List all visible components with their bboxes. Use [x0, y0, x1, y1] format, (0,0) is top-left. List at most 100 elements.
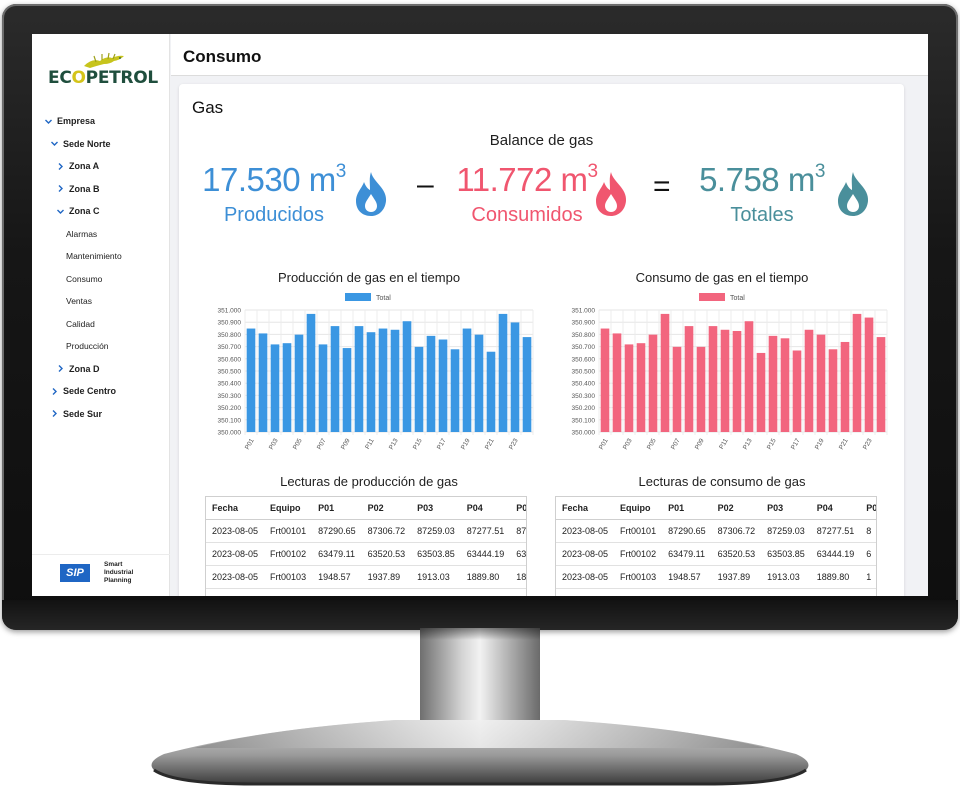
sidebar-item-zona-a[interactable]: Zona A	[56, 159, 99, 173]
sidebar-item-label: Producción	[66, 341, 109, 351]
sidebar-item-zona-b[interactable]: Zona B	[56, 182, 100, 196]
table-cell: 8	[860, 519, 876, 543]
sidebar-item-consumo[interactable]: Consumo	[66, 272, 102, 286]
table-cell: 2023-08-05	[206, 565, 265, 589]
logo-text: ECOPETROL	[48, 68, 158, 88]
column-header[interactable]: P01	[312, 497, 362, 520]
y-tick-label: 350.800	[218, 332, 242, 339]
column-header[interactable]: Equipo	[264, 497, 313, 520]
y-tick-label: 350.100	[572, 417, 596, 424]
kpi-total-label: Totales	[730, 204, 794, 226]
table-cell: 63520.53	[361, 542, 412, 566]
x-tick-label: P19	[814, 437, 826, 451]
bar	[294, 334, 304, 432]
column-header[interactable]: P02	[361, 497, 412, 520]
x-tick-label: P19	[460, 437, 472, 451]
table-cell	[810, 588, 861, 596]
table-cell: 2023-08-05	[206, 542, 265, 566]
ecopetrol-logo: ECOPETROL	[48, 52, 158, 88]
bar	[780, 338, 790, 432]
table-cell	[312, 588, 362, 596]
bar	[270, 344, 280, 432]
bar	[378, 328, 388, 432]
bar	[462, 328, 472, 432]
table-cell: Frt00101	[614, 519, 663, 543]
y-tick-label: 350.500	[572, 369, 596, 376]
bar	[330, 326, 340, 432]
table-cell	[510, 588, 526, 596]
sidebar-item-sede-centro[interactable]: Sede Centro	[50, 384, 116, 398]
bar	[600, 328, 610, 432]
table-row	[556, 588, 876, 596]
kpi-produced-label: Producidos	[223, 204, 325, 226]
bar	[840, 341, 850, 432]
table-cell: 18	[510, 565, 526, 589]
table-row: 2023-08-05 Frt00103 1948.57 1937.89 1913.03 1…	[556, 565, 876, 589]
sidebar-item-ventas[interactable]: Ventas	[66, 294, 92, 308]
table-cell	[860, 588, 876, 596]
table-cell: 87290.65	[312, 519, 362, 543]
column-header[interactable]: P03	[761, 497, 811, 520]
sidebar-item-alarmas[interactable]: Alarmas	[66, 227, 97, 241]
bar	[816, 334, 826, 432]
column-header[interactable]: P01	[662, 497, 712, 520]
table-cell: 1948.57	[312, 565, 362, 589]
table-cell	[662, 588, 712, 596]
y-tick-label: 350.400	[572, 381, 596, 388]
bar	[390, 329, 400, 432]
y-tick-label: 350.300	[218, 393, 242, 400]
table-cell	[206, 588, 265, 596]
bar	[414, 346, 424, 432]
column-header[interactable]: P0	[860, 497, 876, 520]
sidebar-item-sede-sur[interactable]: Sede Sur	[50, 407, 102, 421]
x-tick-label: P07	[316, 437, 328, 451]
table-cell: Frt00101	[264, 519, 313, 543]
y-tick-label: 350.000	[572, 430, 596, 437]
sidebar-item-producci-n[interactable]: Producción	[66, 339, 109, 353]
sidebar-item-zona-c[interactable]: Zona C	[56, 204, 100, 218]
chevron-right-icon	[56, 364, 65, 373]
bar	[510, 322, 520, 432]
table-cell: 1913.03	[411, 565, 461, 589]
sidebar-item-mantenimiento[interactable]: Mantenimiento	[66, 249, 122, 263]
column-header[interactable]: P0	[510, 497, 526, 520]
flame-icon-produced	[356, 172, 387, 216]
kpi-consumed-value: 11.772 m3	[456, 161, 598, 198]
column-header[interactable]: Equipo	[614, 497, 663, 520]
column-header[interactable]: Fecha	[556, 497, 615, 520]
column-header[interactable]: P04	[810, 497, 861, 520]
table-cell: 87306.72	[361, 519, 412, 543]
x-tick-label: P01	[598, 437, 610, 451]
sidebar-item-zona-d[interactable]: Zona D	[56, 362, 100, 376]
table-cell: Frt00102	[614, 542, 663, 566]
sidebar-item-sede-norte[interactable]: Sede Norte	[50, 137, 111, 151]
x-tick-label: P09	[340, 437, 352, 451]
equals-sign: =	[653, 170, 671, 203]
bar	[708, 326, 718, 432]
table-cell	[460, 588, 511, 596]
table-row: 2023-08-05 Frt00103 1948.57 1937.89 1913.03 1…	[206, 565, 526, 589]
y-tick-label: 350.600	[218, 356, 242, 363]
column-header[interactable]: Fecha	[206, 497, 265, 520]
table-cell: 6	[860, 542, 876, 566]
bar	[624, 344, 634, 432]
bar	[696, 346, 706, 432]
table-cell: 1937.89	[711, 565, 762, 589]
y-tick-label: 350.000	[218, 430, 242, 437]
sip-logo: SIP	[60, 564, 90, 582]
bar	[648, 334, 658, 432]
sidebar-item-empresa[interactable]: Empresa	[44, 114, 95, 128]
bar	[306, 313, 316, 432]
table-cell: Frt00103	[614, 565, 663, 589]
column-header[interactable]: P02	[711, 497, 762, 520]
table-cell: 1889.80	[460, 565, 511, 589]
bar	[246, 328, 256, 432]
sidebar-item-calidad[interactable]: Calidad	[66, 317, 95, 331]
bar	[636, 343, 646, 432]
y-tick-label: 350.400	[218, 381, 242, 388]
bar	[402, 321, 412, 432]
kpi-produced: 17.530 m3 Producidos	[199, 162, 349, 227]
column-header[interactable]: P04	[460, 497, 511, 520]
column-header[interactable]: P03	[411, 497, 461, 520]
bar	[426, 335, 436, 432]
